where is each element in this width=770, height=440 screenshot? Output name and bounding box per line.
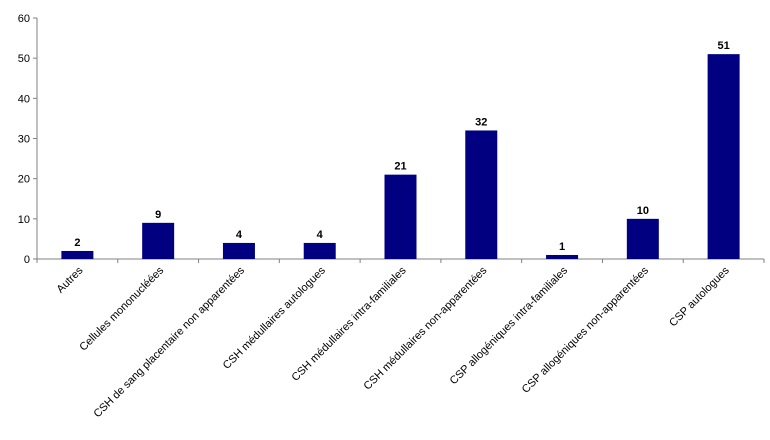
data-label: 21 xyxy=(394,161,406,173)
bar xyxy=(222,242,255,259)
bar xyxy=(384,174,417,259)
bar xyxy=(465,130,498,259)
y-tick-label: 0 xyxy=(24,254,30,266)
category-label: Autres xyxy=(55,264,86,295)
data-label: 1 xyxy=(559,241,565,253)
bar xyxy=(626,218,659,259)
category-label: Cellules mononucléées xyxy=(77,264,166,353)
data-label: 4 xyxy=(236,229,243,241)
bar xyxy=(61,250,94,259)
data-labels: 2 9 4 4 21 32 1 10 51 xyxy=(74,40,729,253)
category-label: CSP allogéniques non-apparentées xyxy=(520,264,652,396)
data-label: 4 xyxy=(317,229,324,241)
y-tick-label: 30 xyxy=(18,134,30,146)
bar xyxy=(303,242,336,259)
y-tick-label: 10 xyxy=(18,214,30,226)
y-tick-label: 60 xyxy=(18,13,30,25)
y-tick-label: 40 xyxy=(18,93,30,105)
y-tick-label: 20 xyxy=(18,174,30,186)
data-label: 9 xyxy=(155,209,161,221)
category-label: CSH de sang placentaire non apparentées xyxy=(92,264,248,420)
category-label: CSP autologues xyxy=(667,264,732,329)
data-label: 51 xyxy=(717,40,729,52)
data-label: 10 xyxy=(637,205,649,217)
bar xyxy=(142,222,175,259)
y-axis: 0 10 20 30 40 50 60 xyxy=(18,13,38,266)
bar xyxy=(546,254,579,259)
y-tick-label: 50 xyxy=(18,53,30,65)
data-label: 32 xyxy=(475,116,487,128)
data-label: 2 xyxy=(74,237,80,249)
x-axis xyxy=(36,258,765,263)
bar xyxy=(707,54,740,260)
bars xyxy=(61,54,740,260)
